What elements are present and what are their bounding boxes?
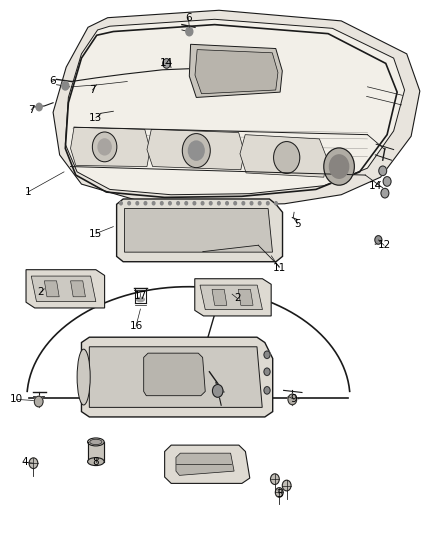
Polygon shape bbox=[240, 135, 327, 177]
Polygon shape bbox=[189, 44, 283, 98]
Circle shape bbox=[264, 386, 270, 394]
Circle shape bbox=[193, 201, 196, 205]
Circle shape bbox=[136, 201, 138, 205]
Circle shape bbox=[264, 351, 270, 359]
Text: 10: 10 bbox=[10, 394, 23, 405]
Polygon shape bbox=[81, 337, 273, 417]
Circle shape bbox=[128, 201, 131, 205]
Polygon shape bbox=[165, 445, 250, 483]
Polygon shape bbox=[71, 127, 150, 166]
Text: 5: 5 bbox=[294, 219, 301, 229]
Circle shape bbox=[283, 480, 291, 491]
Text: 1: 1 bbox=[25, 187, 31, 197]
Text: 6: 6 bbox=[49, 77, 56, 86]
Circle shape bbox=[169, 201, 171, 205]
Text: 17: 17 bbox=[134, 290, 147, 301]
Polygon shape bbox=[44, 281, 59, 297]
Circle shape bbox=[144, 201, 147, 205]
Polygon shape bbox=[89, 347, 262, 407]
Circle shape bbox=[275, 201, 277, 205]
Polygon shape bbox=[147, 130, 244, 169]
Circle shape bbox=[209, 201, 212, 205]
Circle shape bbox=[34, 396, 43, 407]
Circle shape bbox=[375, 236, 382, 244]
Polygon shape bbox=[71, 281, 85, 297]
Text: 3: 3 bbox=[276, 489, 283, 499]
Circle shape bbox=[329, 155, 349, 178]
Polygon shape bbox=[212, 289, 227, 305]
Circle shape bbox=[212, 384, 223, 397]
Ellipse shape bbox=[88, 438, 104, 446]
Circle shape bbox=[379, 166, 387, 175]
Ellipse shape bbox=[90, 439, 102, 445]
Text: 2: 2 bbox=[234, 293, 240, 303]
Text: 16: 16 bbox=[129, 321, 143, 331]
Circle shape bbox=[36, 103, 42, 111]
Circle shape bbox=[258, 201, 261, 205]
Polygon shape bbox=[26, 270, 105, 308]
Ellipse shape bbox=[88, 458, 104, 466]
Circle shape bbox=[201, 201, 204, 205]
Circle shape bbox=[188, 141, 204, 160]
Circle shape bbox=[242, 201, 245, 205]
Circle shape bbox=[288, 394, 297, 405]
Text: 15: 15 bbox=[89, 229, 102, 239]
Circle shape bbox=[276, 488, 283, 497]
Circle shape bbox=[160, 201, 163, 205]
Text: 11: 11 bbox=[272, 263, 286, 272]
Circle shape bbox=[29, 458, 38, 469]
Circle shape bbox=[98, 139, 111, 155]
Text: 8: 8 bbox=[92, 457, 99, 467]
Circle shape bbox=[271, 474, 279, 484]
Circle shape bbox=[264, 368, 270, 375]
Polygon shape bbox=[200, 285, 262, 310]
Polygon shape bbox=[124, 208, 272, 252]
Circle shape bbox=[92, 132, 117, 162]
Circle shape bbox=[152, 201, 155, 205]
Polygon shape bbox=[195, 50, 278, 94]
Polygon shape bbox=[238, 289, 253, 305]
Text: 13: 13 bbox=[89, 112, 102, 123]
Text: 2: 2 bbox=[38, 287, 44, 297]
Circle shape bbox=[120, 201, 122, 205]
Text: 14: 14 bbox=[160, 59, 173, 68]
Polygon shape bbox=[176, 453, 234, 475]
Circle shape bbox=[266, 201, 269, 205]
Polygon shape bbox=[117, 199, 283, 262]
Text: 7: 7 bbox=[28, 104, 35, 115]
Circle shape bbox=[182, 134, 210, 167]
Ellipse shape bbox=[77, 349, 90, 405]
Circle shape bbox=[218, 201, 220, 205]
Circle shape bbox=[62, 82, 69, 90]
Circle shape bbox=[324, 148, 354, 185]
Polygon shape bbox=[195, 279, 271, 316]
Circle shape bbox=[162, 59, 170, 68]
Text: 14: 14 bbox=[369, 181, 382, 191]
Text: 9: 9 bbox=[291, 394, 297, 405]
Polygon shape bbox=[144, 353, 205, 395]
Text: 12: 12 bbox=[378, 240, 391, 250]
Circle shape bbox=[185, 201, 187, 205]
Circle shape bbox=[234, 201, 237, 205]
Circle shape bbox=[250, 201, 253, 205]
Text: 6: 6 bbox=[185, 13, 192, 23]
Polygon shape bbox=[65, 19, 405, 195]
Text: 7: 7 bbox=[89, 85, 95, 95]
Circle shape bbox=[383, 176, 391, 186]
Ellipse shape bbox=[137, 297, 145, 302]
Polygon shape bbox=[53, 10, 420, 205]
Circle shape bbox=[226, 201, 228, 205]
Polygon shape bbox=[31, 276, 96, 302]
Circle shape bbox=[381, 188, 389, 198]
Circle shape bbox=[186, 27, 193, 36]
Circle shape bbox=[177, 201, 180, 205]
Text: 4: 4 bbox=[21, 457, 28, 467]
Polygon shape bbox=[88, 442, 104, 462]
Circle shape bbox=[274, 142, 300, 173]
